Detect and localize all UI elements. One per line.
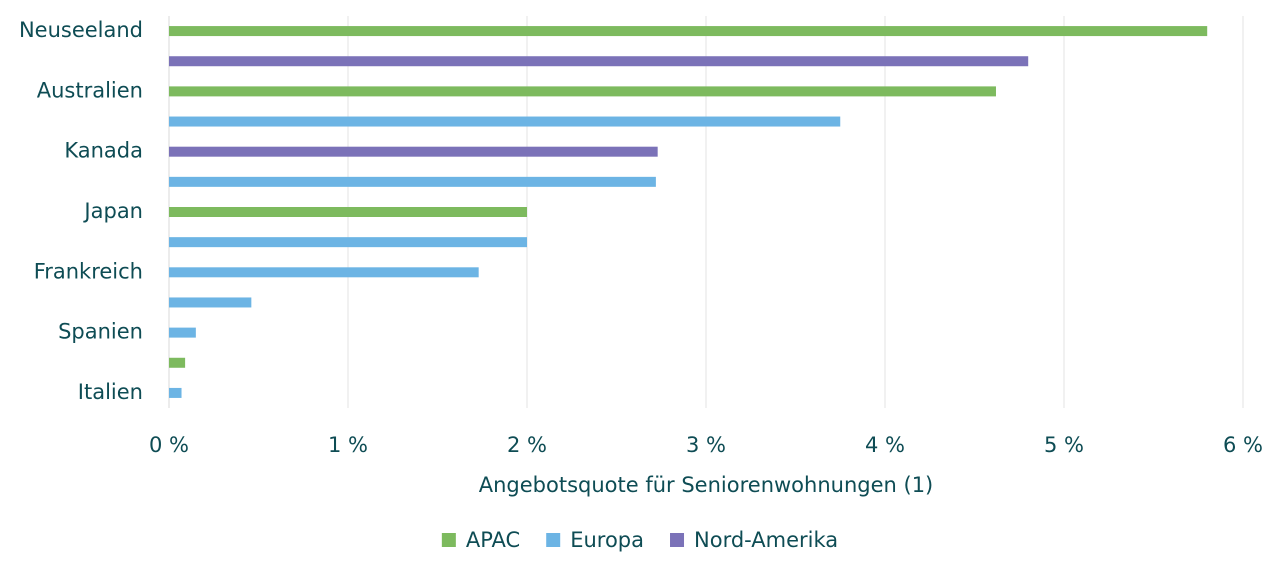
y-tick-label: Spanien xyxy=(58,320,143,344)
legend-swatch xyxy=(546,533,561,547)
bar xyxy=(169,116,841,127)
legend-swatch xyxy=(670,533,685,547)
bar xyxy=(169,86,996,97)
x-tick-label: 1 % xyxy=(328,433,368,457)
y-tick-label: Neuseeland xyxy=(19,18,143,42)
legend-label: Nord-Amerika xyxy=(694,528,838,552)
bar xyxy=(169,56,1029,67)
bar xyxy=(169,357,186,368)
bar xyxy=(169,207,527,217)
legend-label: APAC xyxy=(466,528,520,552)
x-tick-label: 0 % xyxy=(149,433,189,457)
y-tick-label: Kanada xyxy=(64,139,143,163)
y-tick-label: Australien xyxy=(37,78,143,102)
y-tick-label: Japan xyxy=(82,199,143,223)
x-axis-label: Angebotsquote für Seniorenwohnungen (1) xyxy=(479,473,934,497)
x-tick-label: 2 % xyxy=(507,433,547,457)
bar xyxy=(169,237,527,248)
bar xyxy=(169,267,479,278)
bar xyxy=(169,387,182,398)
y-tick-label: Frankreich xyxy=(34,259,143,283)
x-tick-label: 3 % xyxy=(686,433,726,457)
y-tick-label: Italien xyxy=(78,380,143,404)
legend-swatch xyxy=(441,533,456,547)
bar xyxy=(169,297,252,308)
bar xyxy=(169,176,656,187)
bar xyxy=(169,327,196,338)
bar xyxy=(169,26,1208,37)
bar xyxy=(169,146,658,157)
x-tick-label: 4 % xyxy=(865,433,905,457)
x-tick-label: 6 % xyxy=(1223,433,1263,457)
legend-label: Europa xyxy=(570,528,644,552)
x-tick-label: 5 % xyxy=(1044,433,1084,457)
